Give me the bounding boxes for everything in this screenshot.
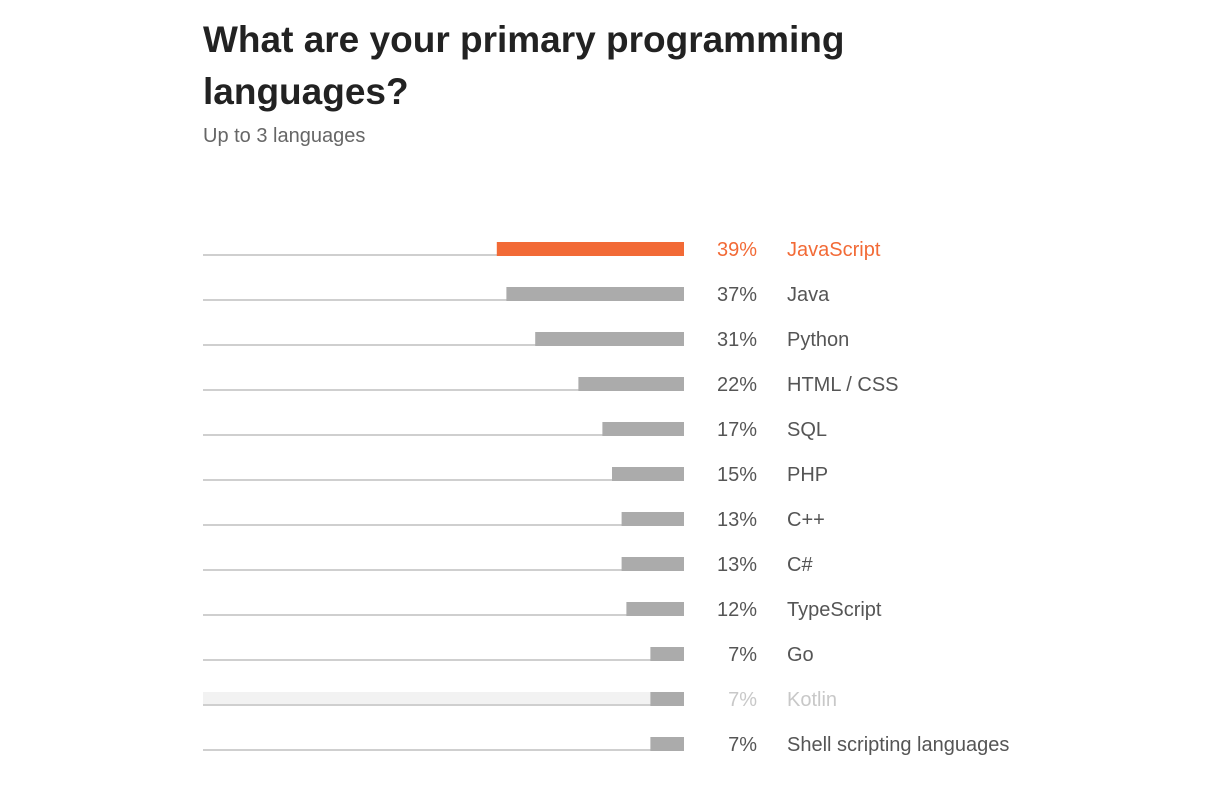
chart-subtitle: Up to 3 languages [203,125,366,147]
value-label-sql: 17% [717,419,757,441]
bar-row-javascript[interactable]: 39% JavaScript [203,239,881,261]
bar-row-sql[interactable]: 17% SQL [203,419,827,441]
bar-kotlin[interactable] [650,692,684,706]
chart-title-line-1: What are your primary programming [203,19,845,60]
value-label-python: 31% [717,329,757,351]
category-label-html-css: HTML / CSS [787,374,899,396]
value-label-kotlin: 7% [728,689,757,711]
bar-row-php[interactable]: 15% PHP [203,464,828,486]
bar-row-typescript[interactable]: 12% TypeScript [203,599,882,621]
bar-python[interactable] [535,332,684,346]
bar-java[interactable] [506,287,684,301]
bar-row-c[interactable]: 13% C# [203,554,813,576]
category-label-c: C++ [787,509,825,531]
bar-sql[interactable] [602,422,684,436]
bar-hover-track [203,692,684,706]
bar-row-html-css[interactable]: 22% HTML / CSS [203,374,899,396]
category-label-java: Java [787,284,830,306]
bar-typescript[interactable] [626,602,684,616]
category-label-php: PHP [787,464,828,486]
bar-row-shell-scripting-languages[interactable]: 7% Shell scripting languages [203,734,1009,756]
value-label-php: 15% [717,464,757,486]
value-label-html-css: 22% [717,374,757,396]
category-label-go: Go [787,644,814,666]
chart-title: What are your primary programming langua… [203,14,923,118]
bar-row-c[interactable]: 13% C++ [203,509,825,531]
bar-html-css[interactable] [578,377,684,391]
value-label-javascript: 39% [717,239,757,261]
value-label-java: 37% [717,284,757,306]
category-label-sql: SQL [787,419,827,441]
chart-header: What are your primary programming langua… [203,14,923,150]
category-label-javascript: JavaScript [787,239,881,261]
value-label-c: 13% [717,509,757,531]
category-label-python: Python [787,329,849,351]
category-label-c: C# [787,554,813,576]
value-label-c: 13% [717,554,757,576]
value-label-go: 7% [728,644,757,666]
category-label-shell-scripting-languages: Shell scripting languages [787,734,1009,756]
bar-javascript[interactable] [496,242,684,256]
bar-c[interactable] [621,512,684,526]
bar-row-go[interactable]: 7% Go [203,644,814,666]
bar-row-python[interactable]: 31% Python [203,329,849,351]
bar-php[interactable] [612,467,684,481]
value-label-shell-scripting-languages: 7% [728,734,757,756]
category-label-typescript: TypeScript [787,599,882,621]
category-label-kotlin: Kotlin [787,689,837,711]
bar-row-kotlin[interactable]: 7% Kotlin [203,689,837,711]
bar-go[interactable] [650,647,684,661]
value-label-typescript: 12% [717,599,757,621]
bar-row-java[interactable]: 37% Java [203,284,830,306]
bar-shell-scripting-languages[interactable] [650,737,684,751]
chart-title-line-2: languages? [203,71,409,112]
bar-c[interactable] [621,557,684,571]
